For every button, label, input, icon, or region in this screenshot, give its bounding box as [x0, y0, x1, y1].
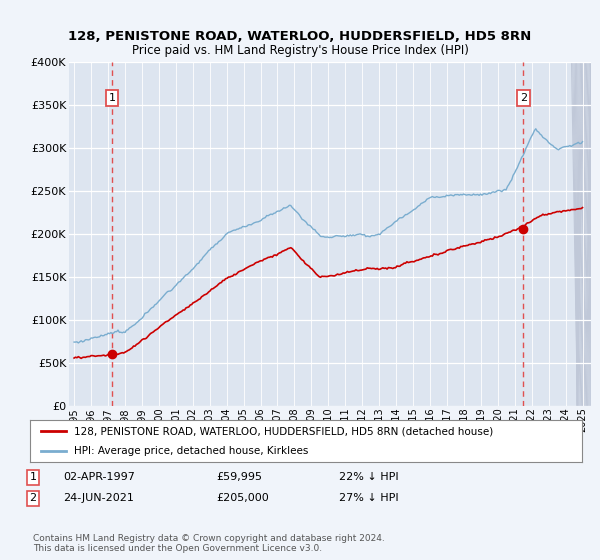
Text: £205,000: £205,000 — [216, 493, 269, 503]
Text: 27% ↓ HPI: 27% ↓ HPI — [339, 493, 398, 503]
Text: Contains HM Land Registry data © Crown copyright and database right 2024.
This d: Contains HM Land Registry data © Crown c… — [33, 534, 385, 553]
Text: 2: 2 — [520, 93, 527, 103]
Text: 1: 1 — [29, 472, 37, 482]
Text: £59,995: £59,995 — [216, 472, 262, 482]
Text: 128, PENISTONE ROAD, WATERLOO, HUDDERSFIELD, HD5 8RN: 128, PENISTONE ROAD, WATERLOO, HUDDERSFI… — [68, 30, 532, 43]
Text: 02-APR-1997: 02-APR-1997 — [63, 472, 135, 482]
Text: 128, PENISTONE ROAD, WATERLOO, HUDDERSFIELD, HD5 8RN (detached house): 128, PENISTONE ROAD, WATERLOO, HUDDERSFI… — [74, 426, 493, 436]
Text: 1: 1 — [109, 93, 116, 103]
Text: 2: 2 — [29, 493, 37, 503]
Text: 24-JUN-2021: 24-JUN-2021 — [63, 493, 134, 503]
Text: 22% ↓ HPI: 22% ↓ HPI — [339, 472, 398, 482]
Text: HPI: Average price, detached house, Kirklees: HPI: Average price, detached house, Kirk… — [74, 446, 308, 456]
Text: Price paid vs. HM Land Registry's House Price Index (HPI): Price paid vs. HM Land Registry's House … — [131, 44, 469, 57]
